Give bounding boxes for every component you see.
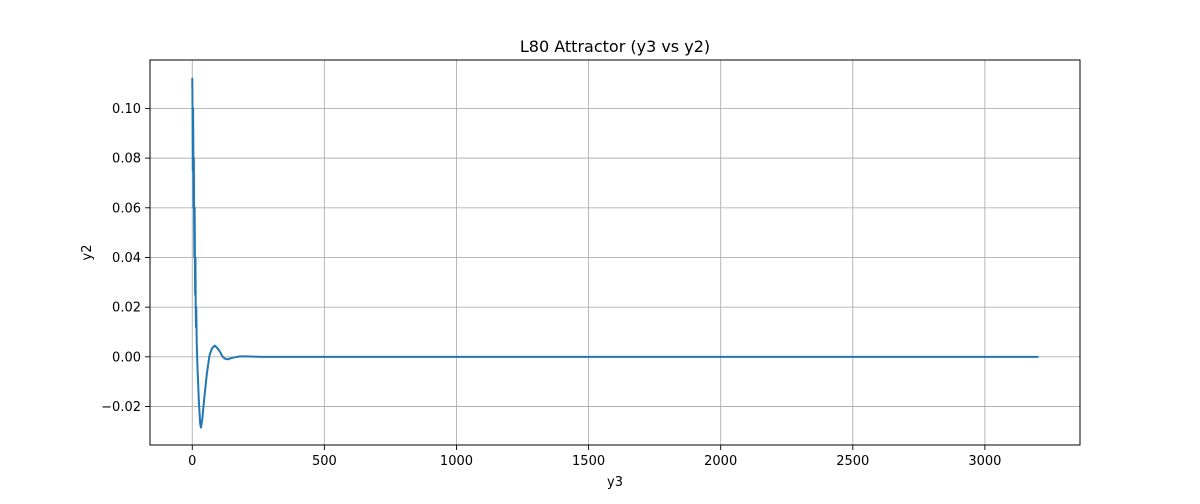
x-tick-label: 500 (312, 454, 337, 469)
x-tick-label: 2000 (704, 454, 737, 469)
x-tick-label: 3000 (968, 454, 1001, 469)
y-tick-label: −0.02 (101, 400, 141, 415)
x-axis-label: y3 (607, 475, 623, 490)
ticks: 0 500 1000 1500 2000 2500 3000 −0.02 0.00 0.02 0.0… (101, 102, 1001, 469)
y-tick-label: 0.00 (112, 350, 141, 365)
y-tick-label: 0.04 (112, 251, 141, 266)
y-axis-label: y2 (80, 245, 95, 261)
x-tick-label: 1000 (440, 454, 473, 469)
grid (150, 60, 1080, 445)
x-tick-label: 2500 (836, 454, 869, 469)
series-line (191, 77, 1039, 429)
y-tick-label: 0.08 (112, 152, 141, 167)
x-tick-label: 1500 (572, 454, 605, 469)
y-tick-label: 0.06 (112, 201, 141, 216)
plot-area (191, 77, 1039, 429)
y-tick-label: 0.02 (112, 301, 141, 316)
y-tick-label: 0.10 (112, 102, 141, 117)
chart-title: L80 Attractor (y3 vs y2) (520, 37, 710, 56)
x-tick-label: 0 (188, 454, 196, 469)
axes-frame (149, 59, 1081, 446)
